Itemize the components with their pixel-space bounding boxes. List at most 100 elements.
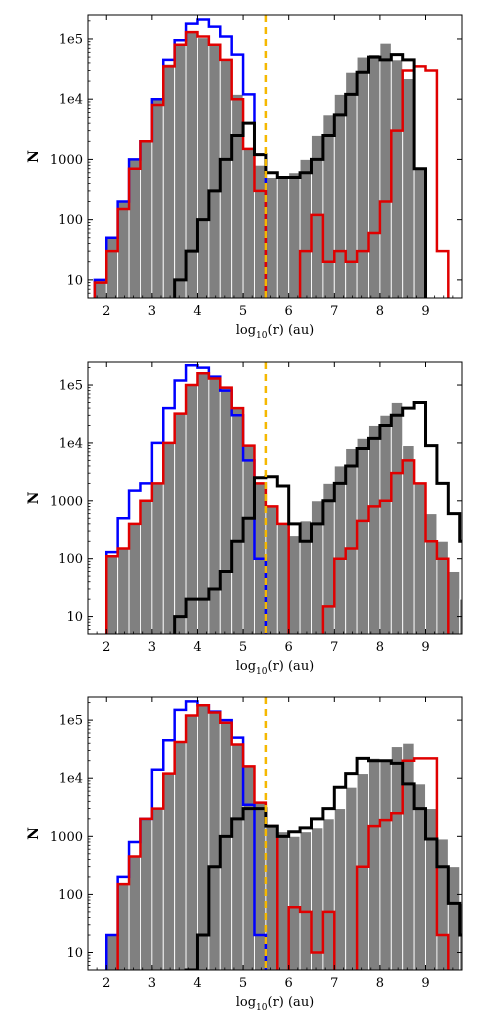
black-step-outline (173, 53, 428, 298)
gray-bar (140, 818, 153, 970)
gray-bar (288, 835, 301, 970)
y-tick-label: 1e4 (59, 772, 83, 787)
x-tick-label: 9 (421, 976, 429, 991)
gray-bar (459, 902, 462, 970)
gray-bar (242, 148, 255, 298)
gray-bar (162, 442, 176, 634)
gray-bar (140, 140, 153, 298)
gray-bar (185, 31, 198, 298)
gray-bar (356, 773, 369, 970)
x-tick-label: 4 (193, 304, 201, 319)
blue-step-outline (104, 363, 268, 634)
gray-bar (231, 407, 244, 634)
gray-bar (151, 808, 164, 970)
gray-bar (390, 746, 404, 970)
gray-bar (447, 866, 461, 970)
gray-bar (425, 808, 438, 970)
y-tick-label: 1e4 (59, 436, 83, 451)
gray-bar (345, 71, 358, 298)
gray-bar (197, 37, 210, 298)
gray-bar (379, 760, 392, 970)
y-axis-label: N (26, 150, 42, 163)
gray-bar (208, 712, 221, 970)
plot-area (104, 362, 462, 634)
gray-bar (185, 384, 198, 634)
gray-bar (379, 414, 392, 634)
x-tick-label: 8 (376, 976, 384, 991)
gray-bar (402, 78, 415, 298)
gray-bar (333, 465, 347, 634)
gray-bar (265, 505, 278, 634)
gray-bar (162, 773, 176, 970)
gray-bar (117, 548, 130, 634)
gray-bar (174, 44, 187, 298)
gray-bar (413, 168, 426, 298)
gray-bar (254, 802, 267, 970)
gray-bar (322, 482, 335, 634)
gray-bar (276, 831, 290, 970)
y-tick-label: 10 (66, 610, 83, 625)
gray-bar (242, 765, 255, 970)
gray-bar (288, 535, 301, 634)
blue-step-outline (93, 18, 268, 298)
red-step-outline (93, 30, 450, 298)
gray-bar (368, 425, 381, 634)
y-axis-label: N (26, 491, 42, 504)
gray-bar (128, 523, 141, 634)
gray-bar (265, 177, 278, 298)
gray-bar (299, 520, 312, 634)
y-tick-label: 100 (58, 213, 83, 228)
gray-bar (447, 571, 461, 634)
x-tick-label: 2 (102, 640, 110, 655)
gray-bar (208, 377, 221, 634)
y-tick-label: 1e4 (59, 93, 83, 108)
gray-bar (390, 59, 404, 298)
y-tick-label: 1e5 (59, 379, 83, 394)
gray-bar (483, 953, 494, 970)
gray-bar (128, 856, 141, 970)
x-tick-label: 4 (193, 976, 201, 991)
gray-bar (311, 500, 324, 634)
gray-bar (299, 158, 312, 298)
gray-bar (356, 56, 369, 298)
axes-frame (87, 14, 463, 299)
y-tick-label: 1000 (50, 153, 83, 168)
gray-bar (197, 372, 210, 634)
gray-bar (345, 786, 358, 970)
gray-bar (105, 934, 119, 970)
gray-bar (185, 715, 198, 970)
gray-bar (162, 63, 176, 298)
gray-bar (231, 744, 244, 970)
gray-bar (413, 482, 426, 634)
gray-bar (117, 201, 130, 298)
red-step-outline (116, 704, 450, 970)
x-tick-label: 7 (330, 976, 338, 991)
gray-bar (345, 448, 358, 634)
gray-bar (356, 437, 369, 634)
y-tick-label: 10 (66, 273, 83, 288)
gray-bar (368, 54, 381, 298)
gray-bar (174, 413, 187, 634)
gray-bar (390, 402, 404, 634)
x-tick-label: 5 (239, 304, 247, 319)
gray-bar (322, 114, 335, 298)
x-tick-label: 3 (148, 976, 156, 991)
gray-bar (436, 838, 449, 970)
gray-bar (219, 722, 233, 970)
gray-bar (265, 825, 278, 970)
x-tick-label: 8 (376, 304, 384, 319)
gray-bar (425, 513, 438, 634)
x-tick-label: 6 (285, 304, 293, 319)
x-tick-label: 2 (102, 976, 110, 991)
x-tick-label: 2 (102, 304, 110, 319)
gray-bar (242, 445, 255, 634)
x-tick-label: 5 (239, 640, 247, 655)
x-tick-label: 3 (148, 304, 156, 319)
x-tick-label: 6 (285, 640, 293, 655)
x-tick-label: 8 (376, 640, 384, 655)
axes-frame (87, 361, 463, 635)
gray-bar (471, 935, 482, 970)
x-tick-label: 4 (193, 640, 201, 655)
x-axis-label: log10(r) (au) (236, 323, 315, 341)
